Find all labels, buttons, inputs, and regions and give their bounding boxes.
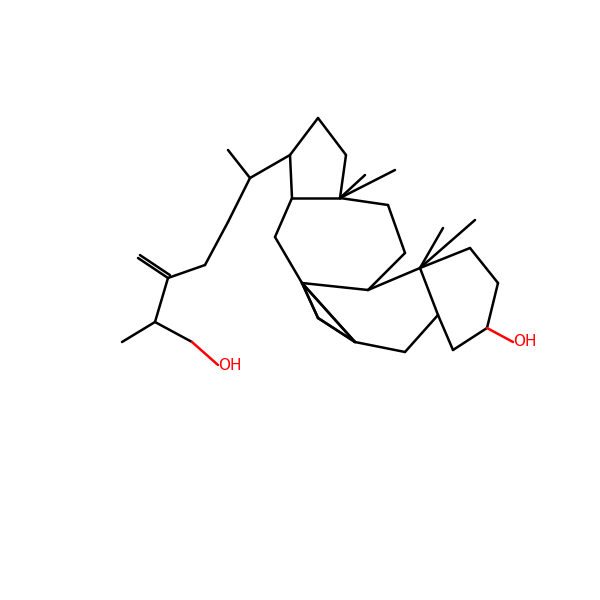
Text: OH: OH [218, 358, 241, 373]
Text: OH: OH [513, 335, 536, 349]
